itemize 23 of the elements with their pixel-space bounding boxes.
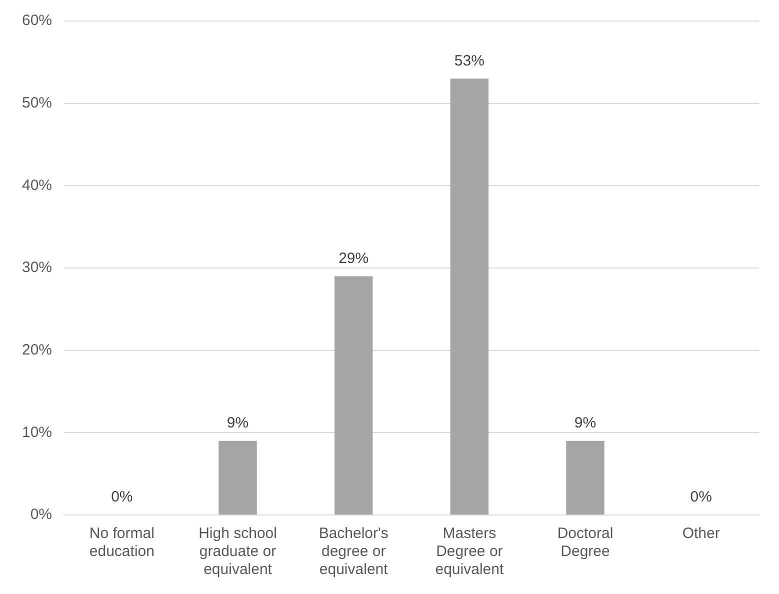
y-tick-label: 20%: [22, 341, 52, 358]
data-label: 9%: [574, 414, 596, 432]
bar: [566, 440, 604, 514]
data-label: 9%: [226, 414, 249, 432]
x-tick-label: No formal education: [89, 525, 154, 560]
y-tick-label: 50%: [22, 94, 52, 112]
x-tick-label: Bachelor's degree or equivalent: [318, 525, 389, 578]
x-tick-label: High school graduate or equivalent: [198, 525, 277, 578]
data-label: 29%: [338, 250, 369, 267]
y-tick-label: 10%: [22, 424, 52, 441]
x-tick-label: Doctoral Degree: [557, 525, 614, 560]
y-tick-label: 30%: [22, 259, 52, 276]
y-tick-label: 40%: [22, 176, 52, 194]
y-tick-label: 0%: [30, 506, 52, 524]
bar: [334, 276, 373, 514]
data-label: 53%: [454, 52, 484, 70]
data-label: 0%: [690, 488, 712, 506]
data-label: 0%: [111, 488, 133, 506]
x-tick-label: Other: [682, 525, 720, 542]
y-tick-label: 60%: [22, 12, 52, 30]
bar: [450, 78, 489, 514]
x-tick-label: Masters Degree or equivalent: [435, 525, 504, 578]
bar: [218, 440, 257, 514]
